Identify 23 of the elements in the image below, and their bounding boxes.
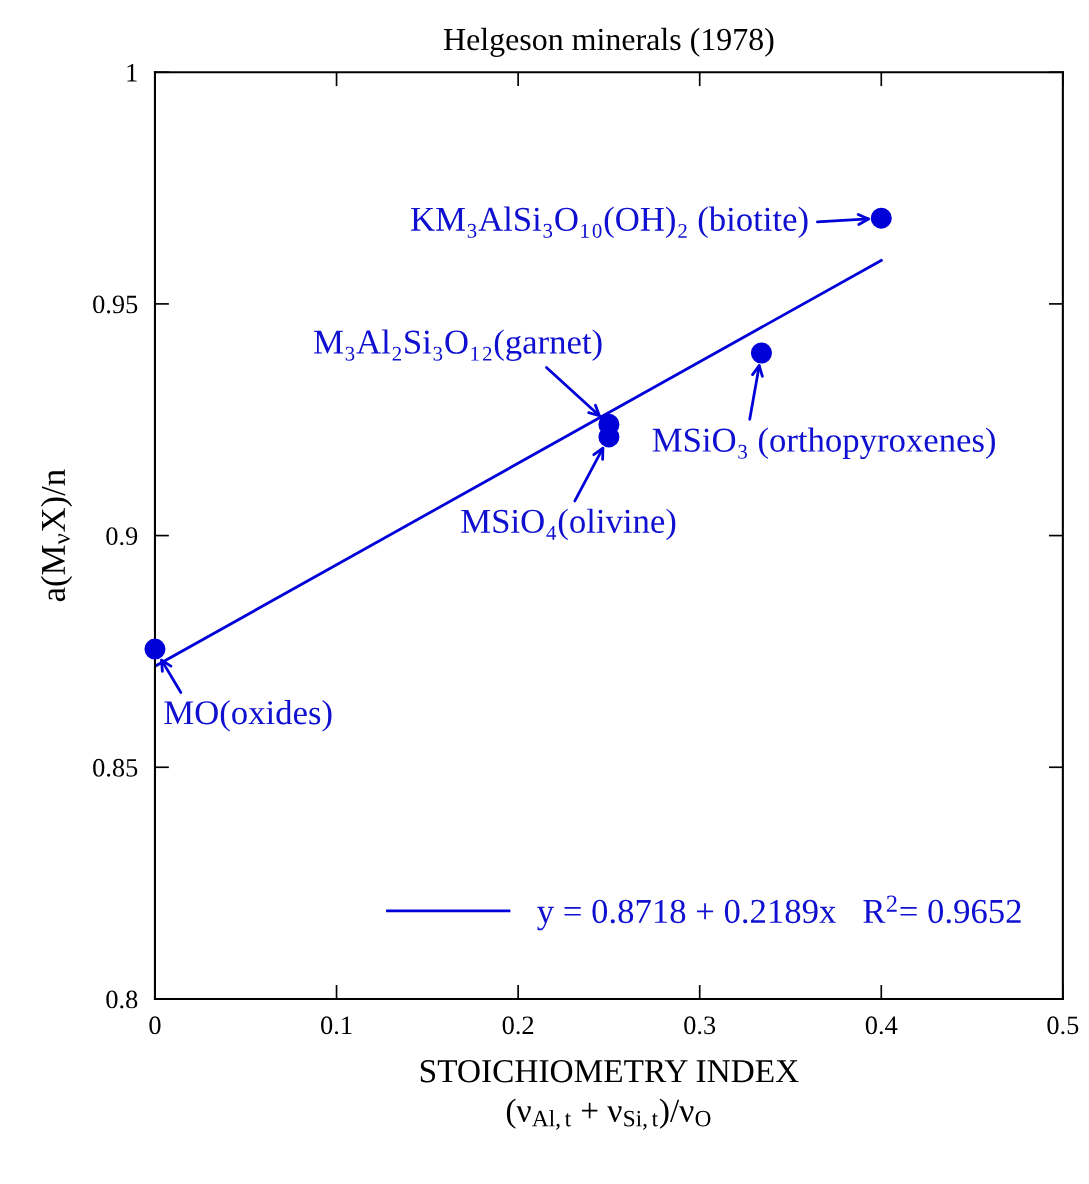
x-axis-title: STOICHIOMETRY INDEX (ν$_{Al,t}$ + ν$_{Si,t}$)/ν$_{O}$ [420, 1060, 799, 1130]
annotation: KM₃AlSi₃O₁₀(OH)₂ (biotite) [411, 206, 808, 239]
x-tick-label: 0.5 [1047, 1016, 1079, 1035]
legend-label: y = 0.8718 + 0.2189x R$^{2}$= 0.9652 [537, 895, 1021, 931]
x-tick-label: 0.3 [684, 1016, 716, 1035]
annotation: MSiO₄(olivine) [461, 508, 676, 541]
y-tick-label: 0.85 [93, 758, 138, 777]
point [750, 342, 772, 364]
y-tick-label: 0.9 [106, 527, 138, 546]
chart-title: Helgeson minerals (1978) [443, 27, 774, 57]
annotation: MO(oxides) [164, 700, 332, 732]
y-tick-label: 0.8 [106, 990, 138, 1009]
x-tick-label: 0.2 [502, 1016, 534, 1035]
y-axis-title: a(M$_{ν}$X)/n [40, 469, 73, 602]
y-tick-label: 0.95 [93, 295, 138, 314]
point [144, 638, 166, 660]
x-tick-label: 0.4 [865, 1016, 898, 1035]
x-tick-label: 0.1 [321, 1016, 352, 1035]
annotation: M₃Al₂Si₃O₁₂(garnet) [314, 329, 602, 361]
annotation: MSiO₃ (orthopyroxenes) [652, 427, 996, 460]
x-tick-label: 0 [149, 1016, 161, 1035]
point [870, 207, 892, 229]
y-tick-label: 1 [127, 63, 137, 82]
